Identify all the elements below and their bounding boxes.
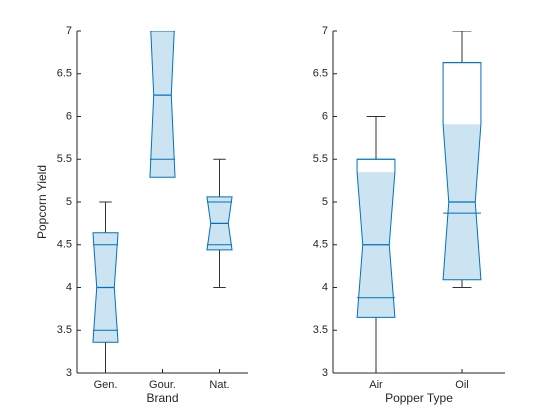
y-tick-label: 4 xyxy=(66,281,72,293)
y-tick-label: 5 xyxy=(66,196,72,208)
x-tick-label: Nat. xyxy=(209,379,229,391)
x-tick-label: Gour. xyxy=(149,379,176,391)
x-tick-label: Gen. xyxy=(94,379,118,391)
y-tick-label: 7 xyxy=(322,25,328,37)
y-axis-label: Popcorn Yield xyxy=(35,165,49,239)
y-tick-label: 3.5 xyxy=(57,324,72,336)
y-tick-label: 4.5 xyxy=(313,239,328,251)
y-tick-label: 7 xyxy=(66,25,72,37)
x-axis-label: Brand xyxy=(146,391,178,405)
y-tick-label: 6.5 xyxy=(313,68,328,80)
y-tick-label: 6 xyxy=(322,110,328,122)
plot-area xyxy=(92,31,233,373)
y-tick-label: 3 xyxy=(322,367,328,379)
y-tick-label: 4.5 xyxy=(57,239,72,251)
y-tick-label: 3.5 xyxy=(313,324,328,336)
y-tick-label: 5 xyxy=(322,196,328,208)
x-tick-label: Oil xyxy=(455,379,468,391)
y-tick-label: 5.5 xyxy=(313,153,328,165)
y-tick-label: 3 xyxy=(66,367,72,379)
y-tick-label: 4 xyxy=(322,281,328,293)
plot-area xyxy=(356,31,482,373)
notch-fill xyxy=(149,31,176,178)
y-tick-label: 6 xyxy=(66,110,72,122)
x-axis-label: Popper Type xyxy=(385,391,453,405)
y-tick-label: 6.5 xyxy=(57,68,72,80)
x-tick-label: Air xyxy=(369,379,383,391)
y-tick-label: 5.5 xyxy=(57,153,72,165)
